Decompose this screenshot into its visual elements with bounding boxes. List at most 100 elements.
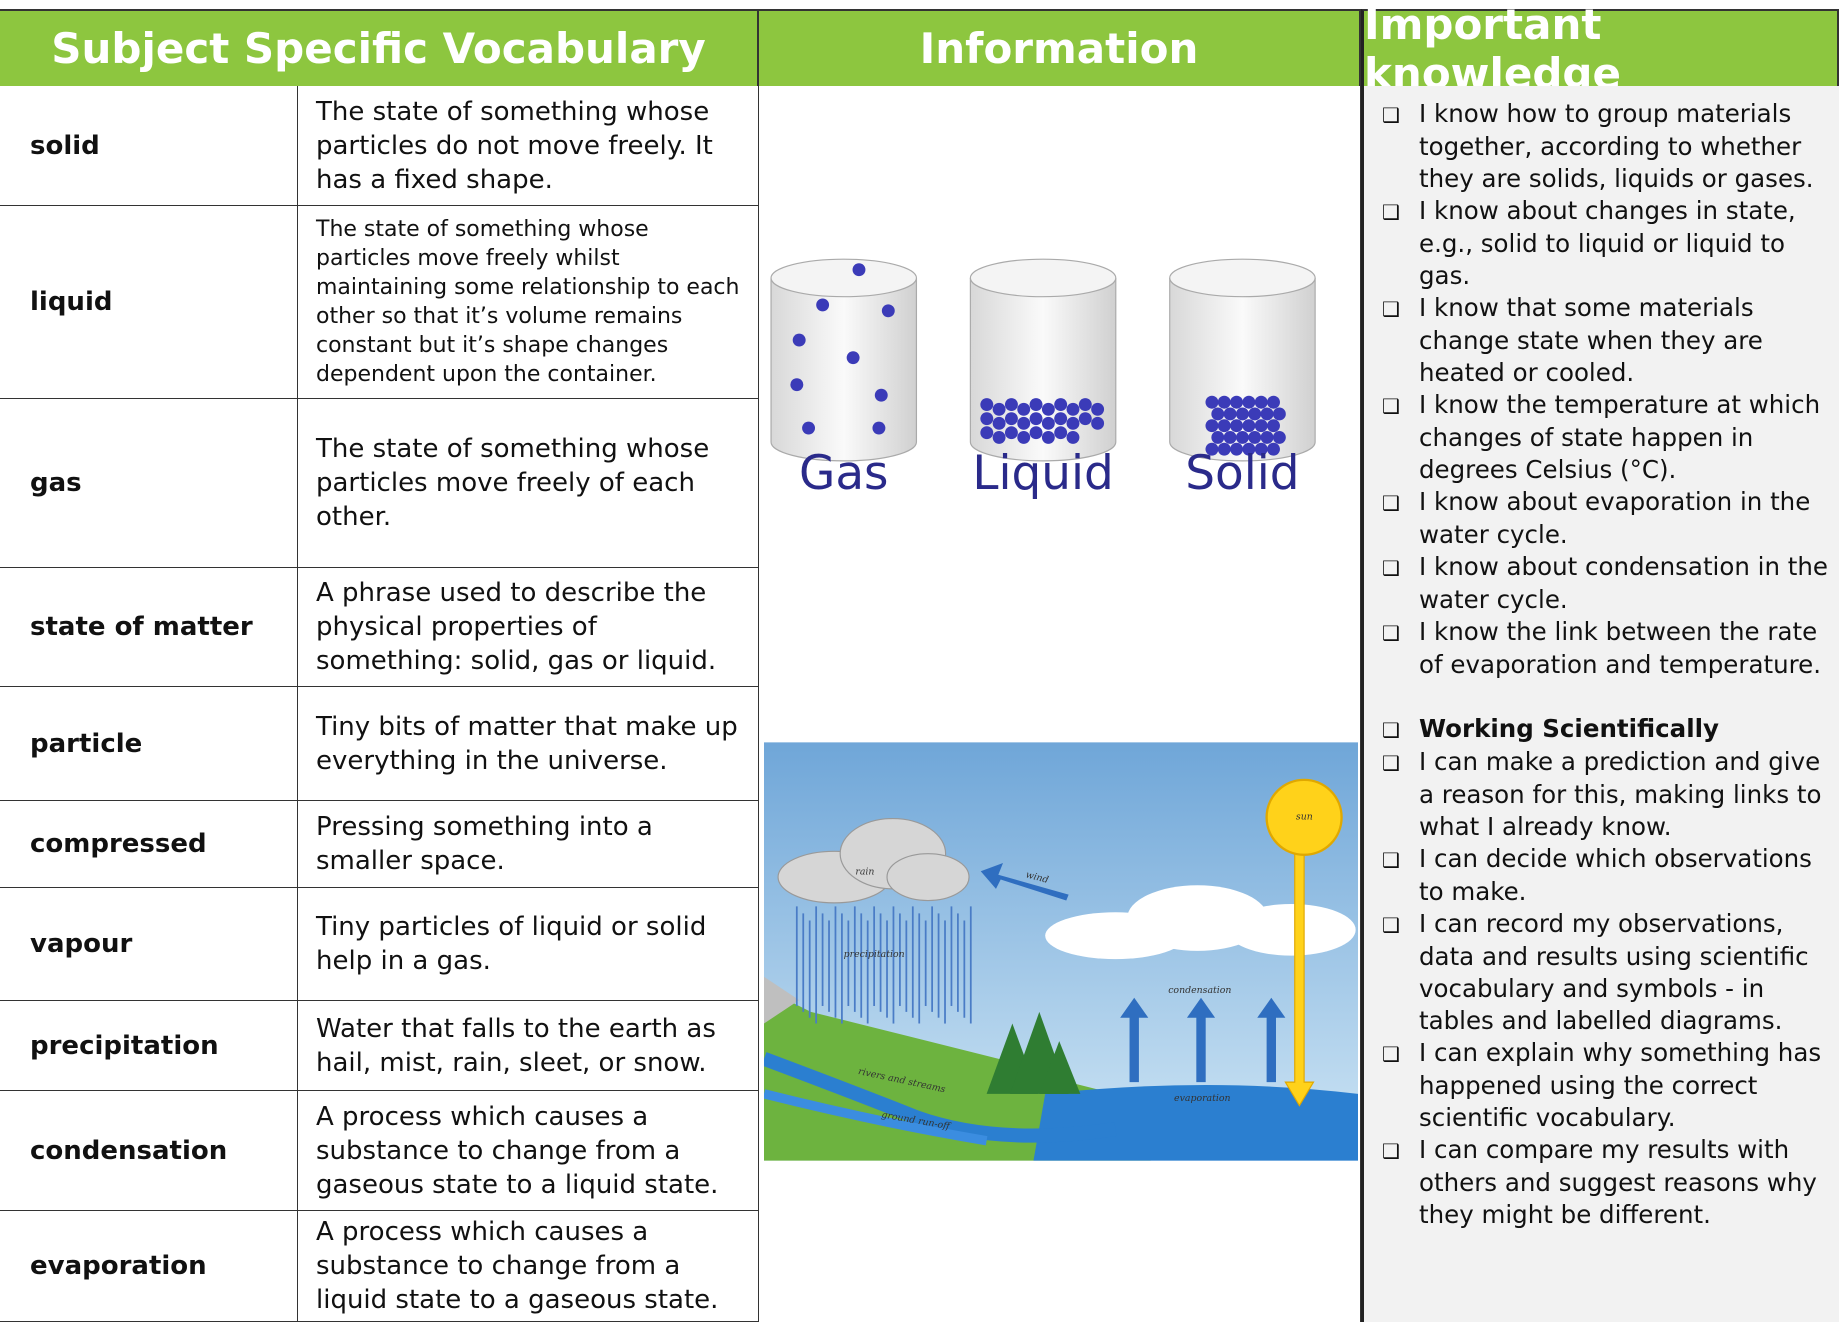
particle (1254, 395, 1268, 409)
definition: Pressing something into a smaller space. (316, 812, 653, 876)
diagram-label: condensation (1168, 985, 1231, 996)
particle (881, 304, 895, 318)
particle (1217, 419, 1231, 433)
cylinder (770, 277, 918, 462)
knowledge-list: I know how to group materials together, … (1382, 98, 1833, 681)
working-item: I can compare my results with others and… (1382, 1134, 1833, 1231)
working-item: I can record my observations, data and r… (1382, 908, 1833, 1037)
knowledge-item: I know about evaporation in the water cy… (1382, 486, 1833, 551)
particle (1004, 412, 1018, 426)
vocab-row: precipitation Water that falls to the ear… (0, 1001, 759, 1091)
knowledge-item: I know about condensation in the water c… (1382, 551, 1833, 616)
particle (1272, 407, 1286, 421)
particle (1091, 416, 1105, 430)
knowledge-header: Important knowledge (1361, 0, 1839, 98)
term: liquid (0, 206, 298, 398)
particle (1078, 412, 1092, 426)
vocab-row: compressed Pressing something into a smal… (0, 801, 759, 888)
particle (1267, 395, 1280, 409)
state-label: Gas (799, 446, 889, 501)
particle (1242, 395, 1256, 409)
particle (1254, 442, 1268, 456)
term: solid (0, 86, 298, 205)
working-item: I can explain why something has happened… (1382, 1037, 1833, 1134)
particle (1004, 398, 1018, 412)
particle (1041, 402, 1055, 416)
particle (1205, 395, 1219, 409)
particle (1041, 430, 1055, 444)
particle (980, 398, 994, 412)
particle (1017, 416, 1031, 430)
particle (1223, 407, 1237, 421)
particle (1248, 407, 1262, 421)
particle (1217, 395, 1231, 409)
term: condensation (0, 1091, 298, 1210)
term: evaporation (0, 1211, 298, 1321)
diagram-label: rain (855, 867, 874, 878)
term: gas (0, 399, 298, 567)
particle (1235, 407, 1249, 421)
cylinder-top (1169, 258, 1316, 298)
knowledge-item: I know how to group materials together, … (1382, 98, 1833, 195)
definition: A phrase used to describe the physical p… (316, 578, 717, 676)
definition: Water that falls to the earth as hail, m… (316, 1013, 716, 1078)
particle (846, 351, 860, 365)
vocab-row: solid The state of something whose partic… (0, 86, 759, 206)
states-diagram: Gas Liquid Solid (770, 258, 1316, 501)
particle (1230, 395, 1244, 409)
particle (1029, 426, 1043, 440)
vocab-row: gas The state of something whose particle… (0, 399, 759, 568)
particle (992, 402, 1006, 416)
particle (992, 430, 1006, 444)
knowledge-item: I know the link between the rate of evap… (1382, 616, 1833, 681)
particle (1235, 430, 1249, 444)
particle (992, 416, 1006, 430)
vocab-header: Subject Specific Vocabulary (0, 9, 759, 86)
definition: Tiny bits of matter that make up everyth… (316, 711, 738, 776)
particle (1066, 416, 1080, 430)
particle (1248, 430, 1262, 444)
term: compressed (0, 801, 298, 887)
term: precipitation (0, 1001, 298, 1090)
particle (1230, 419, 1244, 433)
vocab-row: particle Tiny bits of matter that make up… (0, 687, 759, 801)
particle (980, 412, 994, 426)
particle (1267, 419, 1280, 433)
particle (874, 388, 888, 402)
particle (1205, 419, 1219, 433)
knowledge-item: I know about changes in state, e.g., sol… (1382, 195, 1833, 292)
particle (1017, 402, 1031, 416)
particle (1267, 442, 1280, 456)
particle (872, 421, 886, 435)
definition: Tiny particles of liquid or solid help i… (316, 912, 707, 976)
particle (1223, 430, 1237, 444)
particle (1205, 442, 1219, 456)
particle (1017, 430, 1031, 444)
particle (802, 421, 816, 435)
vocab-row: condensation A process which causes a sub… (0, 1091, 759, 1211)
particle (1242, 442, 1256, 456)
particle (1078, 398, 1092, 412)
knowledge-panel: I know how to group materials together, … (1361, 86, 1839, 1322)
vocab-row: state of matter A phrase used to describe… (0, 568, 759, 687)
working-item: I can decide which observations to make. (1382, 843, 1833, 908)
diagram-label: evaporation (1174, 1093, 1231, 1104)
particle (1029, 398, 1043, 412)
particle (790, 378, 804, 392)
cylinder-top (969, 258, 1117, 298)
definition: A process which causes a substance to ch… (316, 1101, 719, 1200)
definition: The state of something whose particles m… (316, 217, 740, 387)
particle (1211, 407, 1225, 421)
particle (852, 263, 866, 277)
term: particle (0, 687, 298, 800)
particle (1230, 442, 1244, 456)
vocab-row: liquid The state of something whose parti… (0, 206, 759, 399)
info-header: Information (759, 9, 1361, 86)
working-list: Working ScientificallyI can make a predi… (1382, 713, 1833, 1231)
definition: The state of something whose particles m… (316, 434, 710, 532)
particle (1091, 402, 1105, 416)
state-label: Solid (1185, 446, 1299, 501)
particle (1004, 426, 1018, 440)
particle (980, 426, 994, 440)
